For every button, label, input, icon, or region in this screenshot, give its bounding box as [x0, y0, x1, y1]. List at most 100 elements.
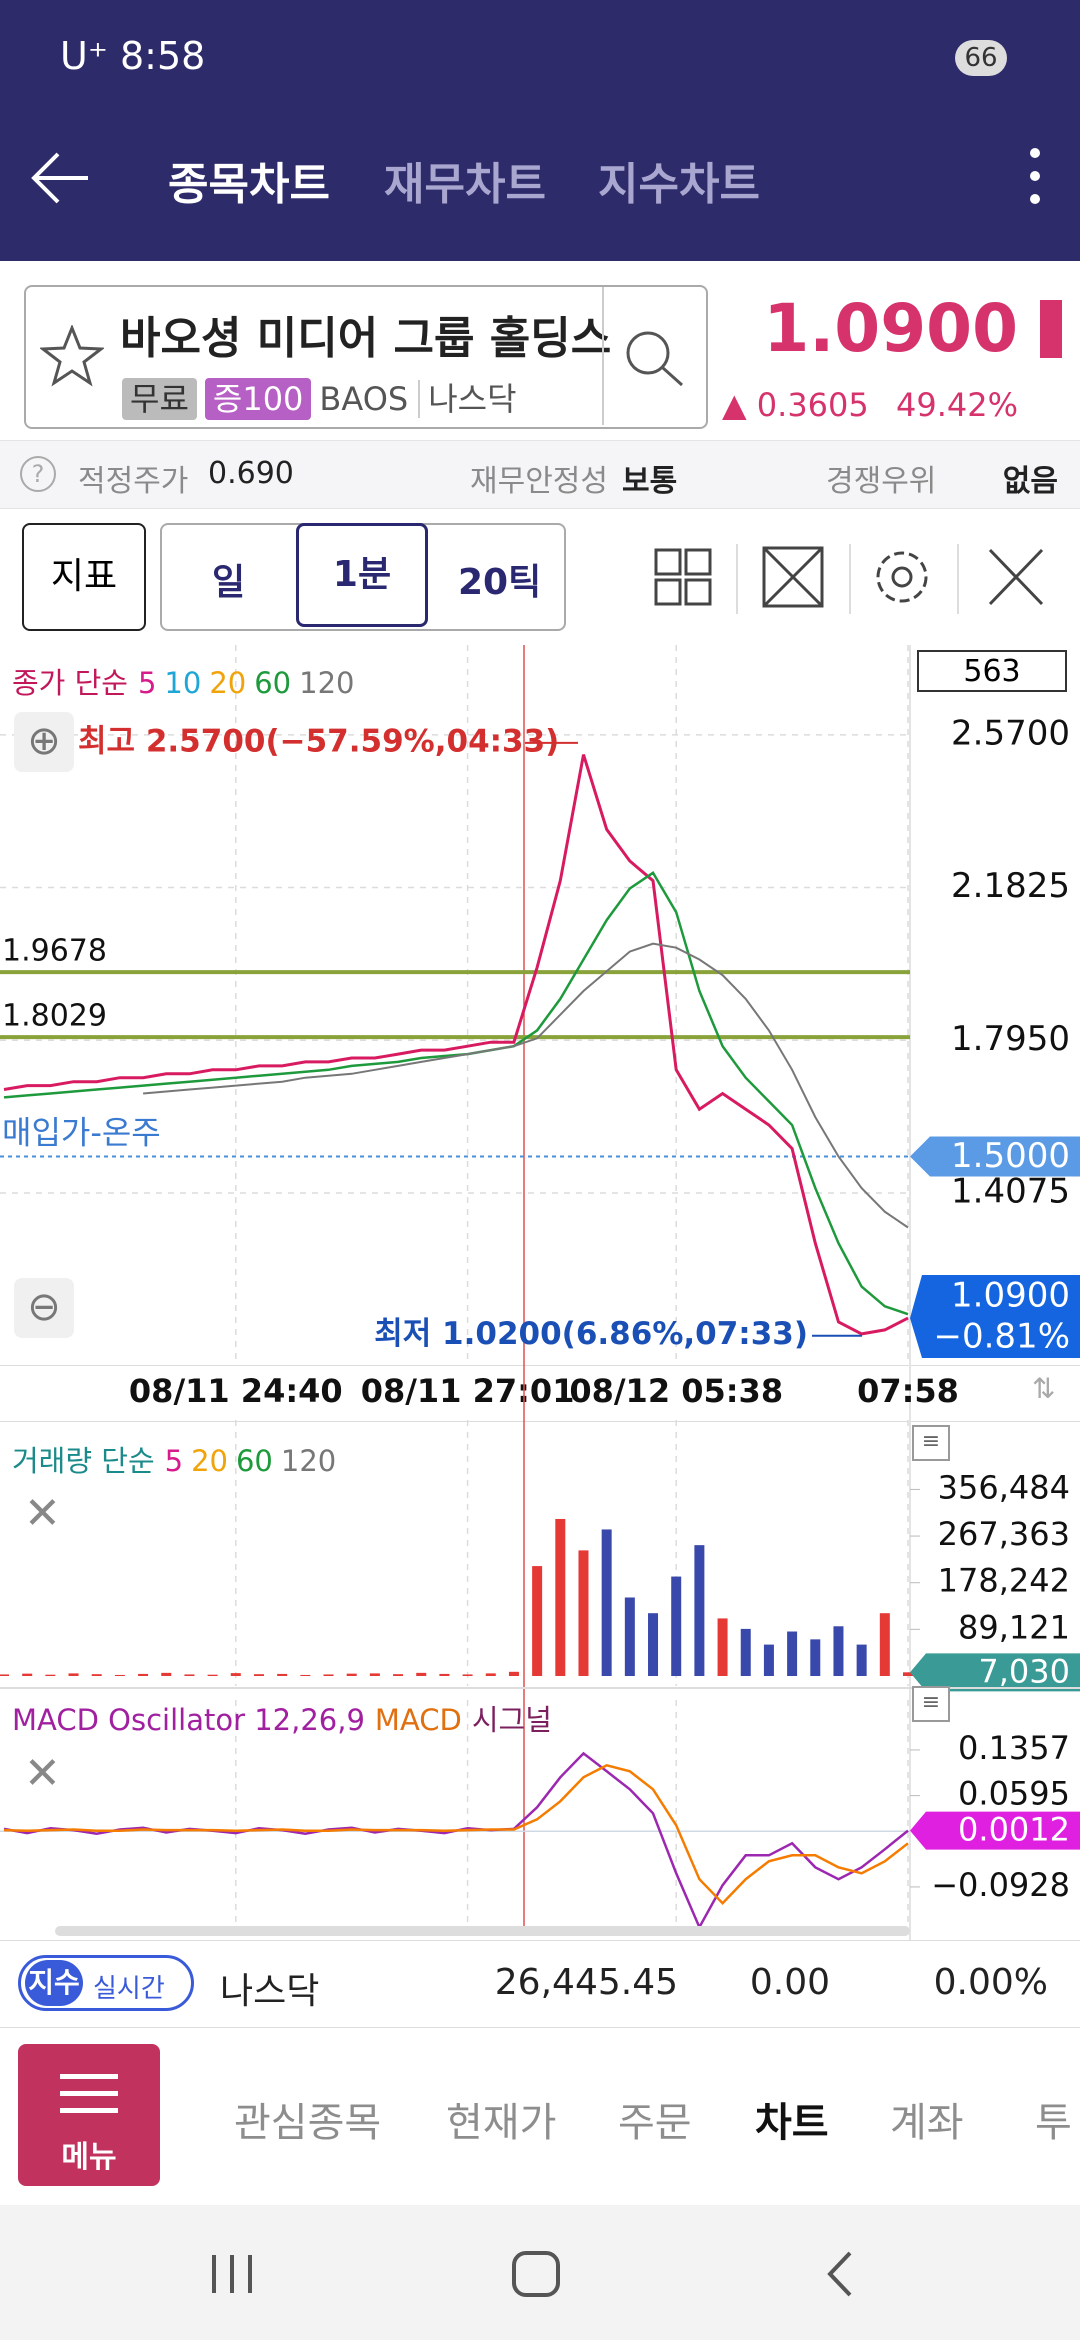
y-tick-label: 1.4075	[951, 1171, 1070, 1211]
change-value: 0.3605	[756, 386, 869, 424]
volume-bar	[717, 1618, 728, 1676]
star-icon[interactable]	[40, 325, 104, 387]
index-toggle[interactable]: 지수 실시간	[18, 1955, 194, 2011]
legend-period: 20	[209, 666, 247, 700]
nav-item[interactable]: 계좌	[890, 2100, 964, 2146]
legend-title: MACD Oscillator 12,26,9	[12, 1703, 365, 1737]
volume-bar	[369, 1673, 380, 1676]
info-value: 없음	[1002, 464, 1058, 499]
grid-icon[interactable]	[654, 548, 712, 606]
volume-bar	[22, 1673, 33, 1676]
volume-bar	[138, 1673, 149, 1676]
volume-bar	[903, 1672, 913, 1676]
volume-bar	[856, 1644, 867, 1676]
stock-tags: 무료 증100 BAOS 나스닥	[122, 374, 517, 420]
tab[interactable]: 재무차트	[384, 159, 546, 210]
battery: 66	[955, 40, 1007, 76]
volume-bar	[763, 1644, 774, 1676]
volume-bar	[879, 1613, 890, 1676]
back-button[interactable]	[827, 2251, 852, 2297]
index-bar-bg	[0, 1940, 1080, 2028]
search-icon[interactable]	[620, 325, 690, 395]
help-icon[interactable]: ?	[20, 456, 56, 492]
volume-bar	[578, 1550, 589, 1676]
legend-period: 120	[280, 1444, 337, 1478]
tab[interactable]: 지수차트	[598, 159, 760, 210]
volume-bar	[532, 1566, 543, 1676]
level-label: 1.9678	[2, 934, 107, 969]
volume-bar	[416, 1672, 427, 1676]
period-button-active[interactable]: 1분	[296, 523, 428, 627]
tools-icon[interactable]	[988, 548, 1044, 606]
volume-bar	[184, 1674, 195, 1676]
dot	[1030, 148, 1040, 158]
volume-menu[interactable]: ≡	[912, 1425, 950, 1461]
diag	[762, 546, 824, 608]
y-tick-label: 178,242	[938, 1562, 1070, 1600]
star	[40, 325, 104, 387]
nav-item[interactable]: 현재가	[446, 2100, 557, 2146]
legend-period: 10	[164, 666, 202, 700]
indicator-button[interactable]: 지표	[22, 523, 146, 631]
settings-icon[interactable]	[876, 551, 928, 603]
volume-bar	[114, 1674, 125, 1676]
stock-name: 바오셩 미디어 그룹 홀딩스	[120, 313, 612, 364]
volume-bar	[346, 1673, 357, 1676]
index-change: 0.00	[749, 1962, 830, 2003]
back-icon[interactable]	[28, 150, 92, 206]
nav-item-active[interactable]: 차트	[755, 2100, 829, 2146]
zoom-out[interactable]: ⊖	[14, 1278, 74, 1338]
legend-title: 거래량 단순	[12, 1444, 155, 1478]
buy-value: 1.5000	[951, 1136, 1070, 1176]
scrollbar	[55, 1926, 910, 1936]
handle	[661, 366, 684, 387]
macd-menu[interactable]: ≡	[912, 1686, 950, 1722]
period-button[interactable]: 20틱	[458, 562, 542, 603]
volume-bar	[207, 1674, 218, 1676]
period-button[interactable]: 일	[212, 562, 246, 603]
status-left: U⁺ 8:58	[60, 34, 205, 78]
close-volume[interactable]: ✕	[24, 1488, 61, 1539]
volume-bar	[810, 1639, 821, 1676]
legend-signal: 시그널	[471, 1703, 552, 1737]
menu-button[interactable]: 메뉴	[18, 2044, 160, 2186]
cell	[684, 578, 712, 606]
carrier: U⁺	[60, 34, 108, 78]
close-macd[interactable]: ✕	[24, 1748, 61, 1799]
time-axis-bg	[0, 1365, 1080, 1422]
zoom-in[interactable]: ⊕	[14, 712, 74, 772]
price: 1.0900	[763, 290, 1018, 367]
nav-item[interactable]: 주문	[618, 2100, 692, 2146]
volume-bar	[555, 1518, 566, 1676]
volume-bar	[68, 1673, 79, 1676]
change: ▲ 0.3605	[722, 386, 869, 424]
y-tick-label: 2.1825	[951, 866, 1070, 906]
tag: 증100	[204, 378, 312, 420]
stock-box[interactable]	[24, 285, 708, 429]
y-tick-label: 0.0595	[958, 1775, 1070, 1813]
menu-label: 메뉴	[61, 2140, 117, 2175]
price-legend: 종가 단순 5 10 20 60 120	[12, 660, 372, 702]
macd-line	[3, 1751, 909, 1931]
volume-bar	[230, 1673, 241, 1676]
nav-item[interactable]: 투	[1035, 2100, 1072, 2146]
buy-label: 매입가-온주	[2, 1114, 161, 1152]
volume-bar	[0, 1674, 9, 1676]
legend-period: 60	[235, 1444, 273, 1478]
tab-active[interactable]: 종목차트	[168, 159, 330, 210]
level-label: 1.8029	[2, 999, 107, 1034]
more-menu[interactable]	[1030, 148, 1040, 204]
axis-toggle[interactable]: ⇅	[1032, 1372, 1056, 1405]
volume-bar	[393, 1674, 404, 1676]
expand-icon[interactable]	[762, 546, 824, 608]
series-line	[3, 754, 909, 1336]
hamburger	[60, 2074, 118, 2079]
macd-legend: MACD Oscillator 12,26,9 MACD 시그널	[12, 1697, 562, 1739]
home-button[interactable]	[512, 2251, 560, 2297]
current-price: 1.0900	[951, 1276, 1070, 1316]
nav-item[interactable]: 관심종목	[234, 2100, 382, 2146]
tool	[988, 548, 1044, 606]
system-nav-bg	[0, 2205, 1080, 2340]
